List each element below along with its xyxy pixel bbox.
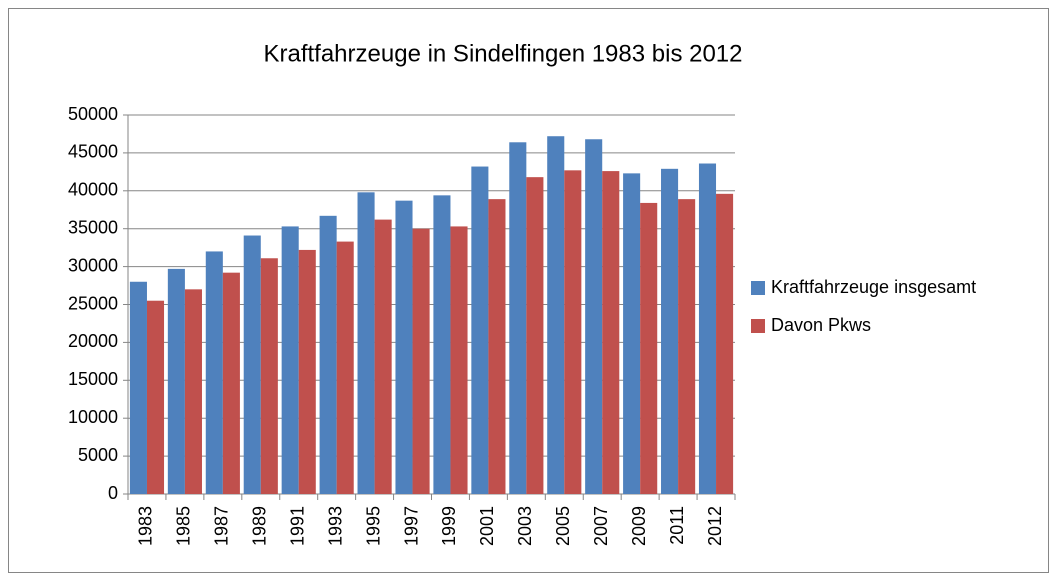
- bar: [395, 200, 413, 495]
- bar: [205, 251, 223, 494]
- bar: [450, 226, 468, 494]
- bar: [433, 195, 451, 494]
- x-tick-label: 1989: [250, 506, 270, 546]
- y-tick-label: 35000: [68, 217, 118, 237]
- bar: [526, 177, 544, 494]
- x-tick-label: 2003: [515, 506, 535, 546]
- y-tick-label: 20000: [68, 331, 118, 351]
- bar: [564, 170, 582, 495]
- y-tick-label: 25000: [68, 293, 118, 313]
- bar: [623, 173, 641, 494]
- legend-swatch: [751, 319, 765, 333]
- bar: [509, 142, 527, 494]
- bar: [167, 268, 185, 494]
- bar: [661, 168, 679, 494]
- y-tick-label: 5000: [78, 445, 118, 465]
- bar: [374, 219, 392, 494]
- bar: [640, 202, 658, 495]
- x-tick-label: 1997: [401, 506, 421, 546]
- x-tick-label: 2007: [591, 506, 611, 546]
- bar: [471, 166, 489, 494]
- legend-swatch: [751, 281, 765, 295]
- x-tick-label: 1985: [174, 506, 194, 546]
- x-tick-label: 2011: [667, 506, 687, 545]
- y-tick-label: 15000: [68, 369, 118, 389]
- bar: [602, 171, 620, 495]
- x-tick-label: 1999: [439, 506, 459, 546]
- bar: [678, 199, 696, 494]
- x-tick-label: 1993: [325, 506, 345, 546]
- x-tick-label: 2012: [705, 506, 725, 546]
- x-tick-label: 1991: [287, 506, 307, 546]
- x-tick-label: 2005: [553, 506, 573, 546]
- bar: [129, 281, 147, 494]
- x-tick-label: 2001: [477, 506, 497, 546]
- x-tick-label: 1983: [136, 506, 156, 546]
- y-tick-label: 45000: [68, 142, 118, 162]
- bar: [146, 300, 165, 494]
- x-tick-label: 1987: [212, 506, 232, 546]
- bar: [412, 228, 430, 494]
- bar: [260, 258, 278, 494]
- chart-title: Kraftfahrzeuge in Sindelfingen 1983 bis …: [263, 40, 742, 67]
- bar: [336, 241, 354, 494]
- bar: [298, 249, 316, 494]
- bar: [243, 235, 261, 494]
- y-tick-label: 10000: [68, 407, 118, 427]
- bar: [716, 193, 734, 494]
- bar: [488, 199, 506, 494]
- bar: [357, 192, 375, 495]
- legend-label: Davon Pkws: [771, 315, 871, 335]
- bar: [222, 272, 240, 494]
- bar: [698, 163, 717, 494]
- y-tick-label: 0: [108, 483, 118, 503]
- y-tick-label: 40000: [68, 180, 118, 200]
- legend-label: Kraftfahrzeuge insgesamt: [771, 277, 976, 297]
- bar: [319, 215, 337, 494]
- x-tick-label: 2009: [629, 506, 649, 546]
- bar: [585, 139, 603, 495]
- x-tick-label: 1995: [363, 506, 383, 546]
- bar: [547, 136, 565, 494]
- y-tick-label: 30000: [68, 255, 118, 275]
- y-tick-label: 50000: [68, 104, 118, 124]
- bar: [281, 226, 299, 494]
- bar: [184, 289, 202, 494]
